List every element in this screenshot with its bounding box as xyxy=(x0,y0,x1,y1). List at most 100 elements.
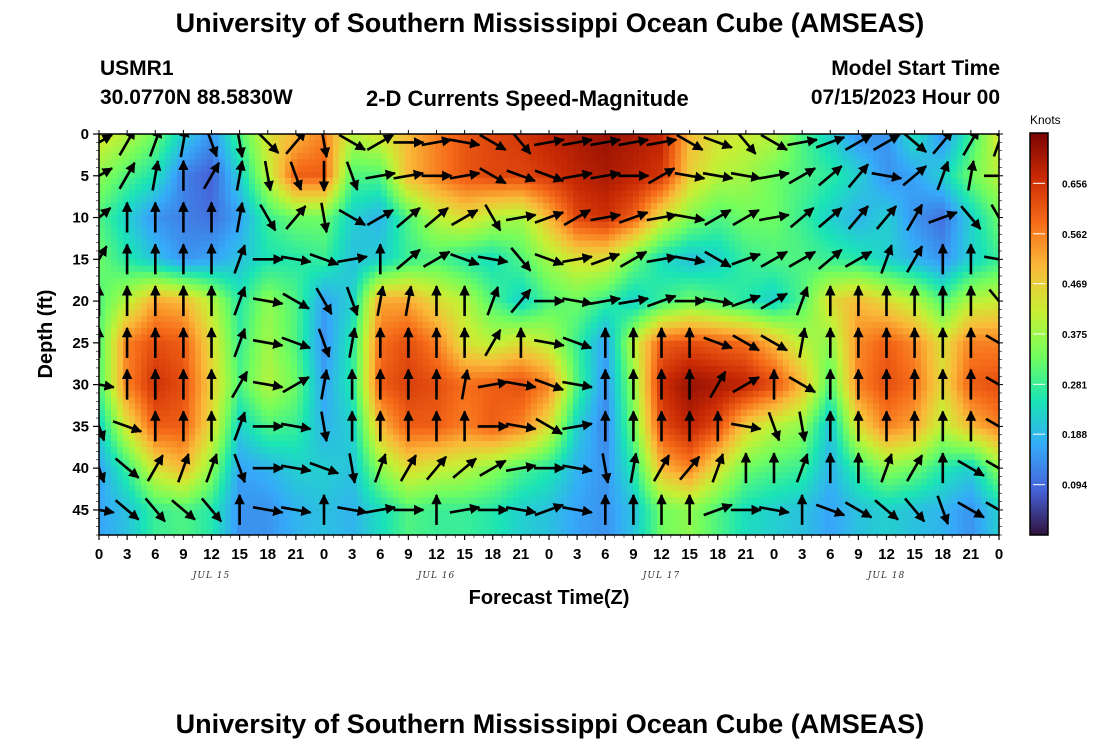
heatmap-cell xyxy=(375,184,382,191)
heatmap-cell xyxy=(333,290,340,298)
heatmap-cell xyxy=(825,309,832,317)
heatmap-cell xyxy=(177,209,184,217)
heatmap-cell xyxy=(339,340,346,348)
heatmap-cell xyxy=(765,221,772,229)
heatmap-cell xyxy=(951,146,958,154)
heatmap-cell xyxy=(495,315,502,323)
heatmap-cell xyxy=(333,240,340,248)
heatmap-cell xyxy=(189,303,196,311)
heatmap-cell xyxy=(261,184,268,191)
heatmap-cell xyxy=(747,221,754,229)
heatmap-cell xyxy=(759,278,766,285)
heatmap-cell xyxy=(621,221,628,229)
heatmap-cell xyxy=(225,202,232,210)
heatmap-cell xyxy=(141,303,148,311)
heatmap-cell xyxy=(957,334,964,342)
heatmap-cell xyxy=(357,202,364,210)
heatmap-cell xyxy=(801,278,808,285)
heatmap-cell xyxy=(579,259,586,267)
heatmap-cell xyxy=(237,177,244,185)
heatmap-cell xyxy=(159,284,166,292)
heatmap-cell xyxy=(633,140,640,148)
heatmap-cell xyxy=(771,246,778,254)
heatmap-cell xyxy=(789,234,796,242)
heatmap-cell xyxy=(687,202,694,210)
heatmap-cell xyxy=(771,334,778,342)
heatmap-cell xyxy=(801,240,808,248)
heatmap-cell xyxy=(651,284,658,292)
heatmap-cell xyxy=(345,140,352,148)
heatmap-cell xyxy=(549,253,556,260)
heatmap-cell xyxy=(747,184,754,191)
heatmap-cell xyxy=(135,340,142,348)
heatmap-cell xyxy=(453,190,460,198)
heatmap-cell xyxy=(591,303,598,311)
heatmap-cell xyxy=(429,296,436,304)
heatmap-cell xyxy=(939,202,946,210)
heatmap-cell xyxy=(957,265,964,273)
heatmap-cell xyxy=(933,190,940,198)
heatmap-cell xyxy=(249,159,256,166)
heatmap-cell xyxy=(435,146,442,154)
heatmap-cell xyxy=(231,259,238,267)
heatmap-cell xyxy=(111,190,118,198)
heatmap-cell xyxy=(813,240,820,248)
heatmap-cell xyxy=(573,271,580,279)
heatmap-cell xyxy=(729,134,736,141)
heatmap-cell xyxy=(609,328,616,336)
heatmap-cell xyxy=(405,309,412,317)
heatmap-cell xyxy=(801,321,808,329)
heatmap-cell xyxy=(537,271,544,279)
heatmap-cell xyxy=(663,265,670,273)
heatmap-cell xyxy=(549,234,556,242)
heatmap-cell xyxy=(813,234,820,242)
heatmap-cell xyxy=(399,271,406,279)
heatmap-cell xyxy=(855,321,862,329)
heatmap-cell xyxy=(345,334,352,342)
heatmap-cell xyxy=(813,284,820,292)
heatmap-cell xyxy=(525,202,532,210)
heatmap-cell xyxy=(303,315,310,323)
heatmap-cell xyxy=(495,278,502,285)
heatmap-cell xyxy=(903,321,910,329)
heatmap-cell xyxy=(285,234,292,242)
heatmap-cell xyxy=(399,152,406,160)
heatmap-cell xyxy=(879,196,886,204)
heatmap-cell xyxy=(975,146,982,154)
heatmap-cell xyxy=(159,165,166,173)
heatmap-cell xyxy=(567,271,574,279)
heatmap-cell xyxy=(495,159,502,166)
heatmap-cell xyxy=(417,165,424,173)
heatmap-cell xyxy=(543,221,550,229)
heatmap-cell xyxy=(837,234,844,242)
heatmap-cell xyxy=(369,271,376,279)
heatmap-cell xyxy=(831,215,838,223)
heatmap-cell xyxy=(291,134,298,141)
heatmap-cell xyxy=(807,284,814,292)
heatmap-cell xyxy=(219,240,226,248)
heatmap-cell xyxy=(231,215,238,223)
heatmap-cell xyxy=(861,271,868,279)
heatmap-cell xyxy=(345,146,352,154)
heatmap-cell xyxy=(507,227,514,235)
heatmap-cell xyxy=(951,240,958,248)
heatmap-cell xyxy=(531,165,538,173)
heatmap-cell xyxy=(975,253,982,260)
heatmap-cell xyxy=(885,240,892,248)
heatmap-cell xyxy=(957,202,964,210)
heatmap-cell xyxy=(129,215,136,223)
heatmap-cell xyxy=(861,315,868,323)
heatmap-cell xyxy=(951,315,958,323)
heatmap-cell xyxy=(441,152,448,160)
heatmap-cell xyxy=(141,234,148,242)
heatmap-cell xyxy=(777,265,784,273)
heatmap-cell xyxy=(591,271,598,279)
heatmap-cell xyxy=(141,227,148,235)
heatmap-cell xyxy=(759,234,766,242)
heatmap-cell xyxy=(231,159,238,166)
heatmap-cell xyxy=(135,284,142,292)
heatmap-cell xyxy=(345,309,352,317)
heatmap-cell xyxy=(105,196,112,204)
heatmap-cell xyxy=(423,271,430,279)
heatmap-cell xyxy=(357,152,364,160)
